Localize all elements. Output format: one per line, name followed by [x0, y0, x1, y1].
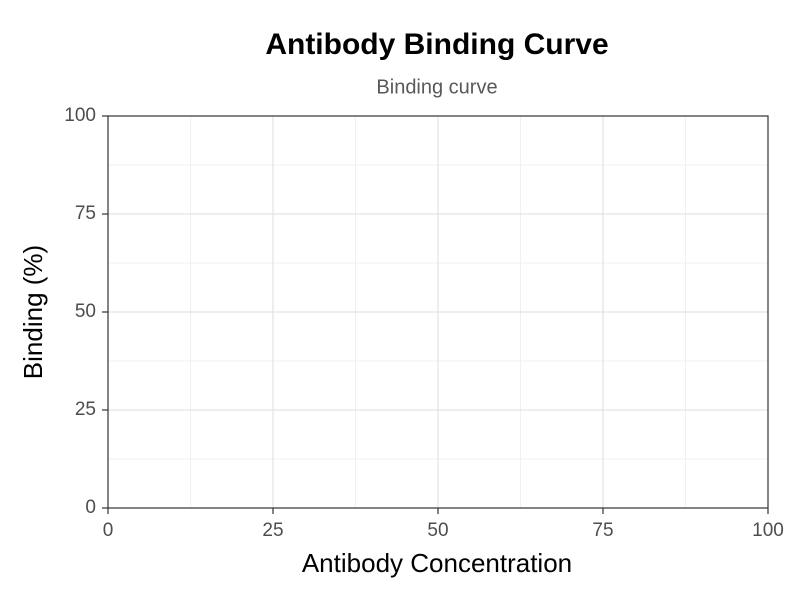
y-tick-label: 100 [64, 105, 96, 126]
x-tick-label: 100 [752, 520, 784, 541]
chart-subtitle: Binding curve [376, 76, 497, 98]
x-tick-label: 0 [103, 520, 114, 541]
x-tick-label: 25 [262, 520, 283, 541]
y-tick-label: 25 [75, 399, 96, 420]
chart-title: Antibody Binding Curve [265, 28, 608, 61]
y-tick-label: 75 [75, 203, 96, 224]
y-tick-label: 50 [75, 301, 96, 322]
y-axis-label: Binding (%) [18, 245, 48, 379]
x-tick-label: 50 [427, 520, 448, 541]
x-axis-label: Antibody Concentration [302, 548, 572, 578]
x-tick-label: 75 [592, 520, 613, 541]
y-tick-label: 0 [85, 497, 96, 518]
